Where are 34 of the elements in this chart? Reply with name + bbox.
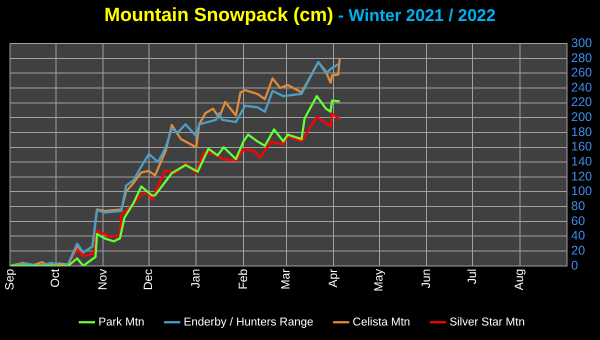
y-tick-label: 160 xyxy=(571,140,592,154)
y-tick-label: 280 xyxy=(571,50,592,65)
y-tick-label: 140 xyxy=(571,154,592,169)
x-tick-label: Aug xyxy=(512,268,526,290)
x-tick-label: May xyxy=(372,268,386,292)
x-tick-label: Feb xyxy=(236,268,250,290)
y-tick-label: 180 xyxy=(571,124,592,139)
y-tick-label: 120 xyxy=(571,169,592,184)
x-tick-label: Apr xyxy=(326,268,340,288)
chart-subtitle: - Winter 2021 / 2022 xyxy=(337,6,496,25)
x-tick-label: Jun xyxy=(419,268,434,288)
legend-label: Enderby / Hunters Range xyxy=(184,316,314,328)
legend-label: Celista Mtn xyxy=(352,316,410,328)
chart-title: Mountain Snowpack (cm) xyxy=(104,5,334,26)
y-tick-label: 260 xyxy=(571,66,592,80)
y-tick-label: 300 xyxy=(571,36,592,50)
y-tick-label: 40 xyxy=(571,228,586,243)
legend-label: Park Mtn xyxy=(98,316,144,328)
x-tick-label: Sep xyxy=(2,268,16,290)
y-tick-label: 240 xyxy=(571,80,592,94)
y-tick-label: 0 xyxy=(571,258,578,272)
y-tick-label: 80 xyxy=(571,198,586,213)
y-tick-label: 220 xyxy=(571,95,592,110)
x-tick-label: Nov xyxy=(95,268,110,290)
x-tick-label: Mar xyxy=(278,268,293,290)
x-tick-label: Dec xyxy=(141,268,156,290)
y-tick-label: 100 xyxy=(571,184,592,198)
x-tick-label: Jul xyxy=(464,268,479,284)
x-tick-label: Oct xyxy=(48,268,62,288)
y-tick-label: 60 xyxy=(571,214,586,228)
y-tick-label: 20 xyxy=(571,243,586,258)
x-tick-label: Jan xyxy=(188,268,203,288)
y-tick-label: 200 xyxy=(571,110,592,124)
legend-label: Silver Star Mtn xyxy=(449,316,525,328)
